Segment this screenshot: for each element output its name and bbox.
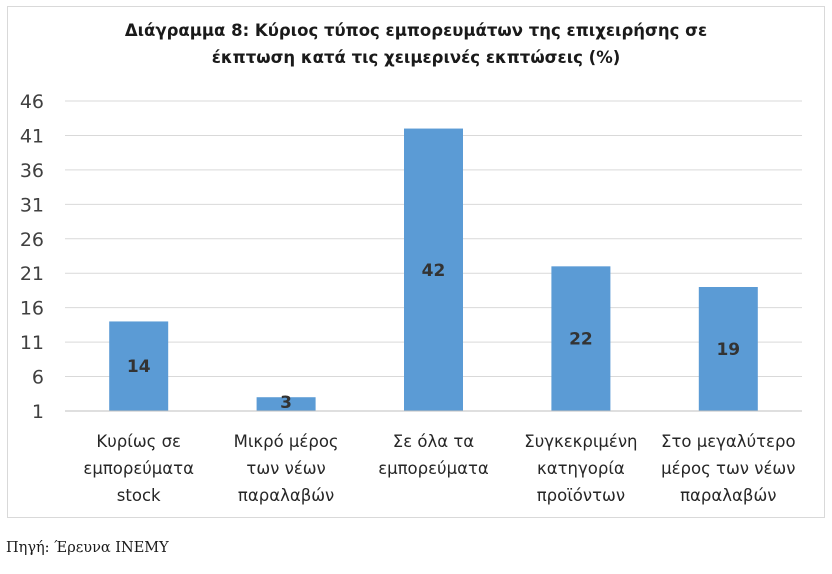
data-label: 3 <box>280 393 292 413</box>
x-category-label-line: Στο μεγαλύτερο <box>661 432 796 451</box>
y-tick-label: 6 <box>32 367 44 389</box>
x-category-label-line: προϊόντων <box>537 486 625 505</box>
y-tick-label: 16 <box>20 298 44 320</box>
chart-title-line-1: Διάγραμμα 8: Κύριος τύπος εμπορευμάτων τ… <box>124 21 708 40</box>
x-axis: Κυρίως σε εμπορεύματα stock Μικρό μέρος των … <box>65 410 802 505</box>
y-tick-label: 11 <box>20 332 44 354</box>
x-category-label-line: κατηγορία <box>537 459 625 478</box>
x-category-label-line: μέρος των νέων <box>661 459 795 478</box>
x-category-label-line: εμπορεύματα <box>378 459 489 478</box>
x-category-label: Μικρό μέρος των νέων παραλαβών <box>234 432 339 505</box>
x-category-label-line: Μικρό μέρος <box>234 432 339 451</box>
chart-title: Διάγραμμα 8: Κύριος τύπος εμπορευμάτων τ… <box>0 17 832 71</box>
y-tick-label: 1 <box>32 401 44 423</box>
bar <box>256 397 316 411</box>
chart-title-line-2: έκπτωση κατά τις χειμερινές εκπτώσεις (%… <box>211 48 621 67</box>
x-category-label: Συγκεκριμένη κατηγορία προϊόντων <box>524 432 637 505</box>
x-category-label: Στο μεγαλύτερο μέρος των νέων παραλαβών <box>661 432 796 505</box>
x-category-label: Κυρίως σε εμπορεύματα stock <box>83 432 194 505</box>
bar <box>404 128 463 412</box>
y-tick-label: 31 <box>20 194 44 216</box>
y-tick-label: 36 <box>20 160 44 182</box>
x-category-label-line: Σε όλα τα <box>393 432 475 451</box>
y-tick-label: 21 <box>20 263 44 285</box>
bar <box>698 287 758 411</box>
data-label: 19 <box>716 340 740 360</box>
y-tick-label: 41 <box>20 125 44 147</box>
data-label: 42 <box>422 261 446 281</box>
x-category-label-line: των νέων <box>246 459 325 478</box>
data-label: 22 <box>569 330 593 350</box>
x-category-label-line: παραλαβών <box>680 486 776 505</box>
y-tick-label: 26 <box>20 229 44 251</box>
x-category-label-line: Κυρίως σε <box>96 432 181 451</box>
data-labels: 14 3 42 22 19 <box>127 261 740 413</box>
source-note: Πηγή: Έρευνα ΙΝΕΜΥ <box>6 540 169 556</box>
y-tick-label: 46 <box>20 91 44 113</box>
x-category-label-line: εμπορεύματα <box>83 459 194 478</box>
x-category-label-line: παραλαβών <box>238 486 334 505</box>
x-category-label-line: stock <box>117 486 161 505</box>
data-label: 14 <box>127 357 151 377</box>
x-category-label: Σε όλα τα εμπορεύματα <box>378 432 489 478</box>
bar <box>109 321 169 411</box>
bars <box>109 128 758 412</box>
x-category-label-line: Συγκεκριμένη <box>524 432 637 451</box>
bar <box>551 266 611 411</box>
